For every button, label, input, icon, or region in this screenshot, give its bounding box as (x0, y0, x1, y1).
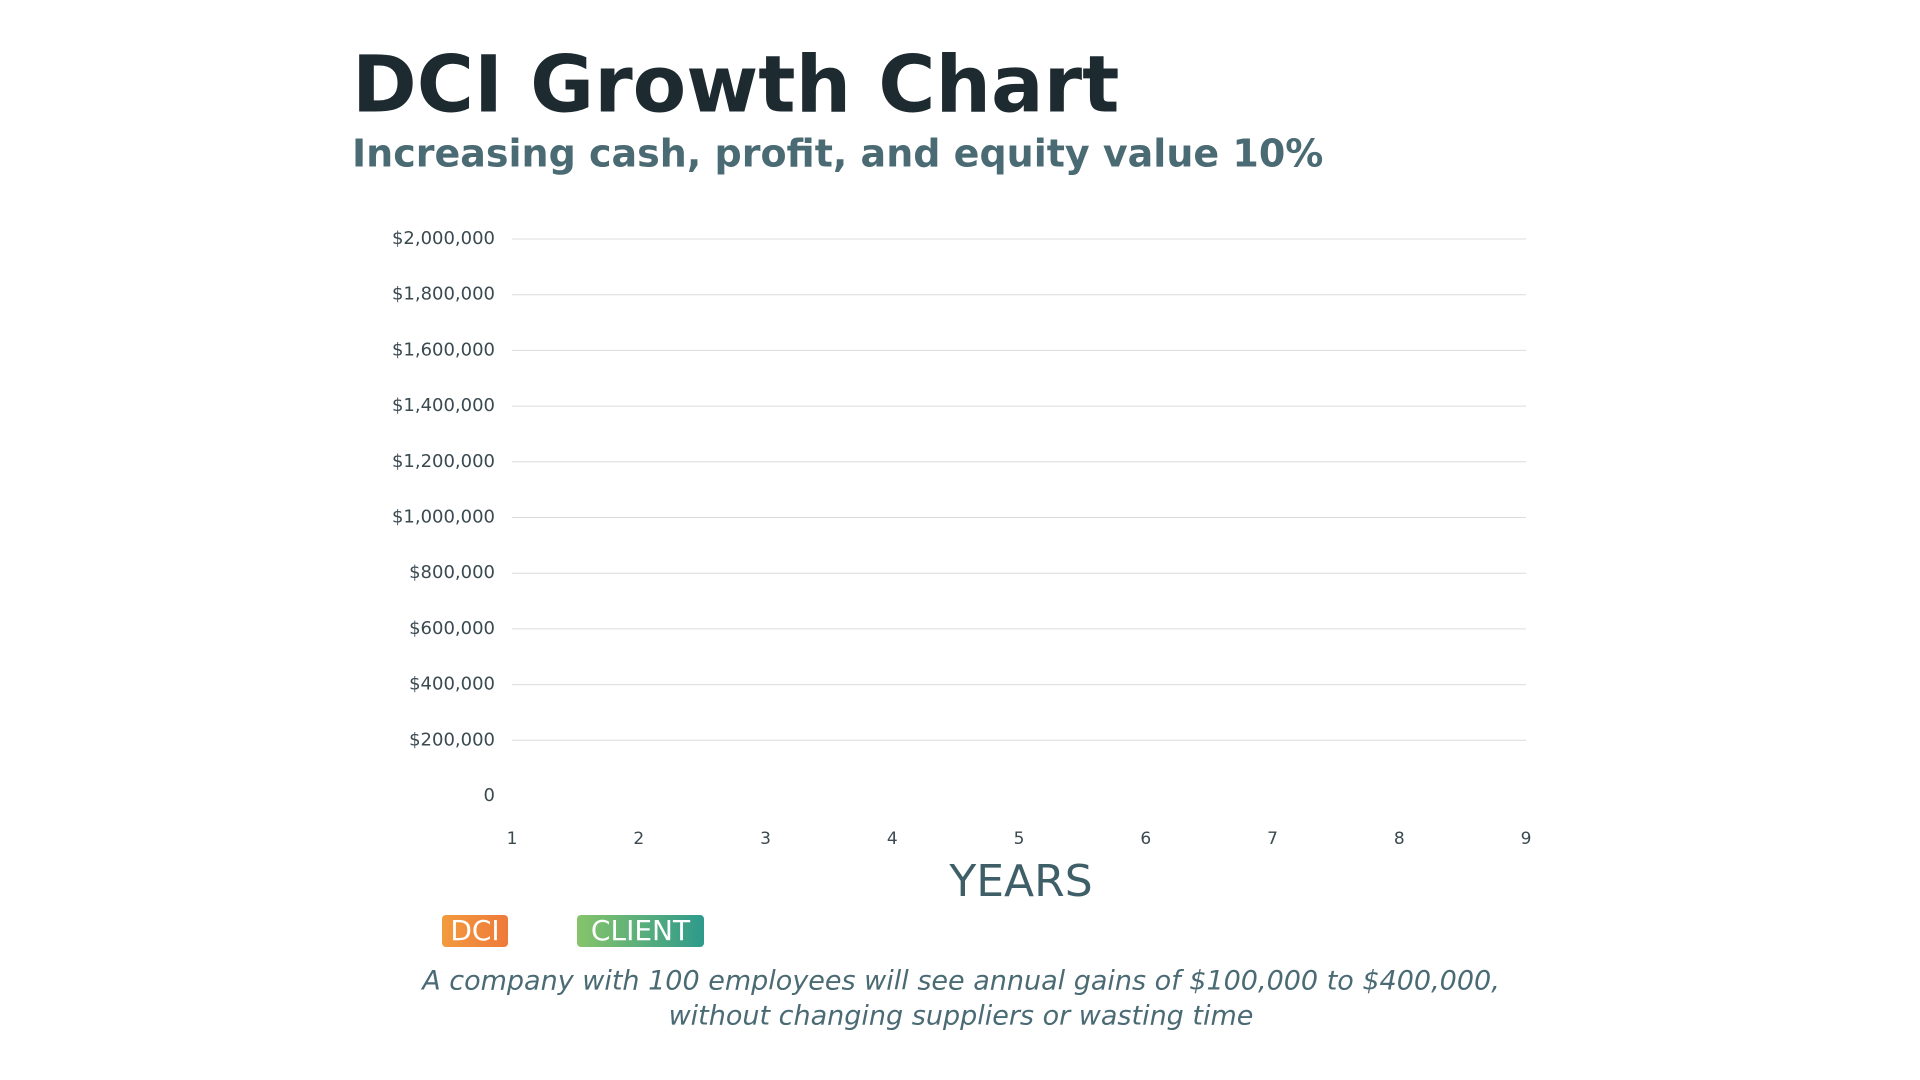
chart-subtitle: Increasing cash, profit, and equity valu… (352, 132, 1323, 176)
y-tick-label: 0 (484, 785, 495, 806)
y-tick-label: $1,000,000 (392, 507, 495, 528)
y-tick-label: $1,600,000 (392, 339, 495, 360)
footnote: A company with 100 employees will see an… (420, 966, 1500, 997)
y-tick-label: $1,800,000 (392, 284, 495, 305)
legend-swatch (577, 915, 704, 947)
legend-swatch (442, 915, 508, 947)
legend-label: DCI (450, 914, 499, 947)
x-tick-label: 2 (633, 829, 644, 849)
y-tick-label: $200,000 (409, 729, 495, 750)
x-tick-label: 5 (1014, 829, 1025, 849)
x-tick-label: 3 (760, 829, 771, 849)
legend-label: CLIENT (591, 914, 691, 947)
x-tick-label: 6 (1140, 829, 1151, 849)
y-tick-label: $600,000 (409, 618, 495, 639)
x-tick-label: 9 (1521, 829, 1532, 849)
y-tick-label: $1,200,000 (392, 451, 495, 472)
chart-title: DCI Growth Chart (352, 40, 1119, 130)
x-tick-label: 7 (1267, 829, 1278, 849)
x-tick-label: 4 (887, 829, 898, 849)
y-tick-label: $800,000 (409, 562, 495, 583)
x-tick-label: 8 (1394, 829, 1405, 849)
x-tick-label: 1 (507, 829, 518, 849)
y-tick-label: $2,000,000 (392, 228, 495, 249)
y-tick-label: $400,000 (409, 674, 495, 695)
y-tick-label: $1,400,000 (392, 395, 495, 416)
footnote: without changing suppliers or wasting ti… (669, 1001, 1254, 1032)
x-axis-label: YEARS (948, 856, 1092, 907)
